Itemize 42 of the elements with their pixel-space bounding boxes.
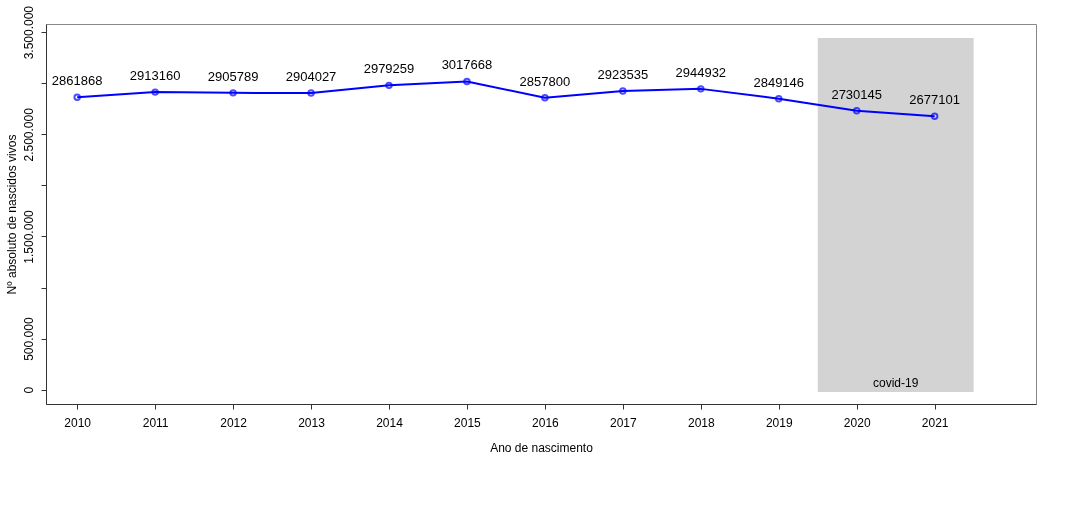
- data-label: 2677101: [909, 92, 960, 108]
- x-tick-label: 2012: [220, 415, 248, 430]
- y-tick-label: 2.500.000: [21, 107, 36, 162]
- data-label: 2923535: [597, 67, 649, 83]
- y-tick-label: 0: [21, 386, 36, 394]
- data-label: 2905789: [207, 68, 259, 84]
- data-label: 2849146: [753, 74, 805, 90]
- point: [229, 89, 237, 97]
- x-tick-label: 2010: [64, 415, 92, 430]
- y-tick-label: 500.000: [21, 317, 36, 361]
- x-tick-label: 2011: [142, 415, 169, 430]
- y-tick-label: 1.500.000: [21, 209, 36, 264]
- data-label: 2979259: [363, 61, 415, 77]
- x-tick-label: 2015: [454, 415, 482, 430]
- y-axis-title: Nº absoluto de nascidos vivos: [4, 134, 19, 295]
- x-axis-title: Ano de nascimento: [490, 440, 594, 455]
- x-tick-label: 2014: [376, 415, 404, 430]
- data-label: 2730145: [831, 86, 883, 102]
- x-tick-label: 2013: [298, 415, 326, 430]
- point: [852, 107, 861, 115]
- x-tick-label: 2017: [610, 415, 638, 430]
- x-tick-label: 2019: [765, 415, 793, 430]
- data-label: 2861868: [51, 73, 103, 89]
- point: [307, 89, 315, 97]
- point: [385, 81, 393, 90]
- y-tick-label: 3.500.000: [21, 5, 36, 60]
- data-label: 2904027: [285, 69, 337, 85]
- x-tick-label: 2016: [532, 415, 560, 430]
- x-tick-label: 2021: [921, 415, 949, 430]
- data-label: 2857800: [519, 73, 571, 89]
- data-label: 2944932: [675, 64, 727, 80]
- point: [541, 94, 549, 102]
- data-label: 2913160: [129, 68, 181, 84]
- data-label: 3017668: [441, 57, 493, 73]
- x-tick-label: 2018: [687, 415, 715, 430]
- band-label: covid-19: [873, 376, 919, 390]
- x-tick-label: 2020: [843, 415, 871, 430]
- point: [151, 88, 159, 96]
- point: [619, 87, 627, 95]
- point: [463, 77, 471, 86]
- point: [775, 94, 783, 103]
- point: [697, 85, 705, 93]
